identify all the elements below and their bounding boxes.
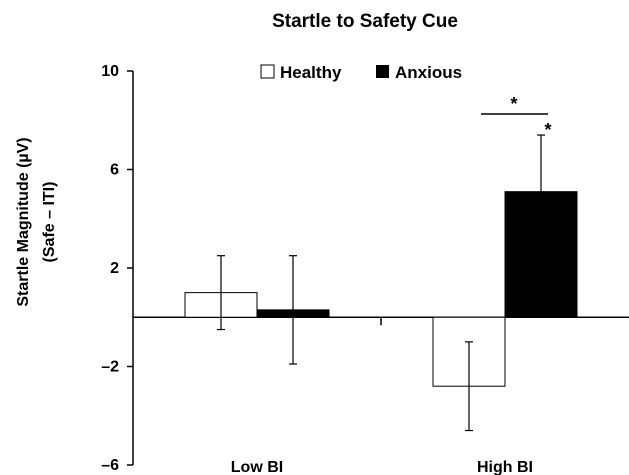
bar-anxious-high-bi [504,191,578,318]
y-axis-label: Startle Magnitude (µV) (Safe – ITI) [15,137,58,306]
legend-label-healthy: Healthy [280,63,342,82]
significance-star-between: * [510,94,517,114]
significance-marks: * * [481,94,552,140]
y-axis-label-line1: Startle Magnitude (µV) [15,137,32,306]
legend-swatch-anxious [376,65,389,78]
chart-title: Startle to Safety Cue [272,11,458,32]
y-axis-label-line2: (Safe – ITI) [41,182,58,263]
plot-area: 10 6 2 –2 –6 Low BI High BI [101,63,629,475]
y-tick-label: 2 [110,260,119,277]
legend-swatch-healthy [260,64,275,79]
x-category-label: Low BI [231,459,283,475]
y-tick-label: 10 [101,63,119,80]
x-category-label: High BI [477,459,533,475]
y-tick-label: –6 [101,457,119,474]
y-tick-label: 6 [110,162,119,179]
significance-star-anxious: * [544,120,551,140]
legend-label-anxious: Anxious [395,63,462,82]
y-tick-label: –2 [101,359,119,376]
legend: Healthy Anxious [260,63,462,82]
